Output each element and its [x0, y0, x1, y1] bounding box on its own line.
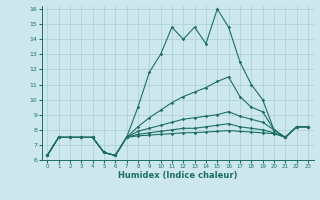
X-axis label: Humidex (Indice chaleur): Humidex (Indice chaleur)	[118, 171, 237, 180]
